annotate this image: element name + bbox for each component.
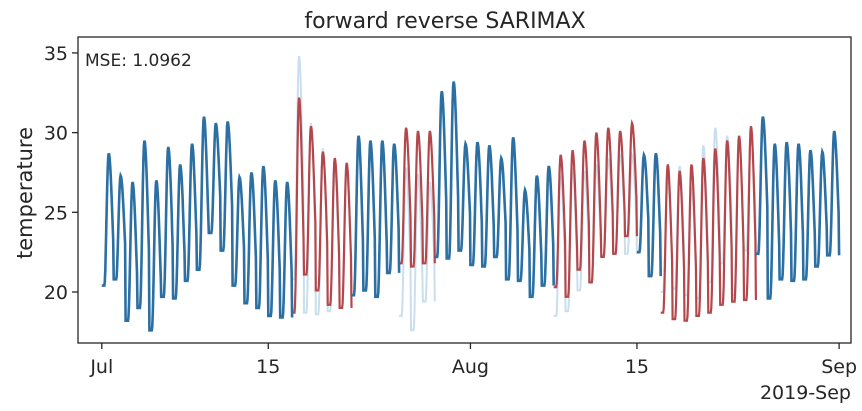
x-axis-ticks: Jul 15 Aug 15 Sep — [89, 343, 857, 378]
observed-line-3 — [636, 150, 662, 278]
y-tick-label: 20 — [44, 282, 68, 304]
series-forecast — [292, 97, 757, 322]
chart-title: forward reverse SARIMAX — [304, 9, 585, 34]
series-observed — [101, 81, 841, 332]
x-tick-label: Aug — [452, 356, 489, 378]
observed-line-2 — [434, 81, 555, 299]
x-tick-label: Sep — [821, 356, 857, 378]
plot-area — [101, 55, 841, 332]
x-tick-label: 15 — [256, 356, 280, 378]
x-tick-label: 15 — [625, 356, 649, 378]
x-tick-label: Jul — [89, 356, 113, 378]
y-axis-ticks: 20 25 30 35 — [44, 43, 78, 304]
observed-line-1 — [351, 135, 401, 299]
observed-line-4 — [755, 116, 841, 300]
forecast-line-2 — [553, 119, 638, 298]
observed-line-0 — [101, 116, 294, 332]
y-tick-label: 30 — [44, 123, 68, 145]
forecast-line-3 — [660, 126, 757, 322]
y-axis-label: temperature — [13, 127, 37, 259]
y-tick-label: 25 — [44, 202, 68, 224]
y-tick-label: 35 — [44, 43, 68, 65]
forecast-line-0 — [292, 97, 353, 314]
plot-frame — [77, 36, 852, 344]
forecast-line-1 — [399, 127, 436, 268]
x-offset-label: 2019-Sep — [760, 382, 851, 404]
mse-annotation: MSE: 1.0962 — [85, 51, 192, 71]
